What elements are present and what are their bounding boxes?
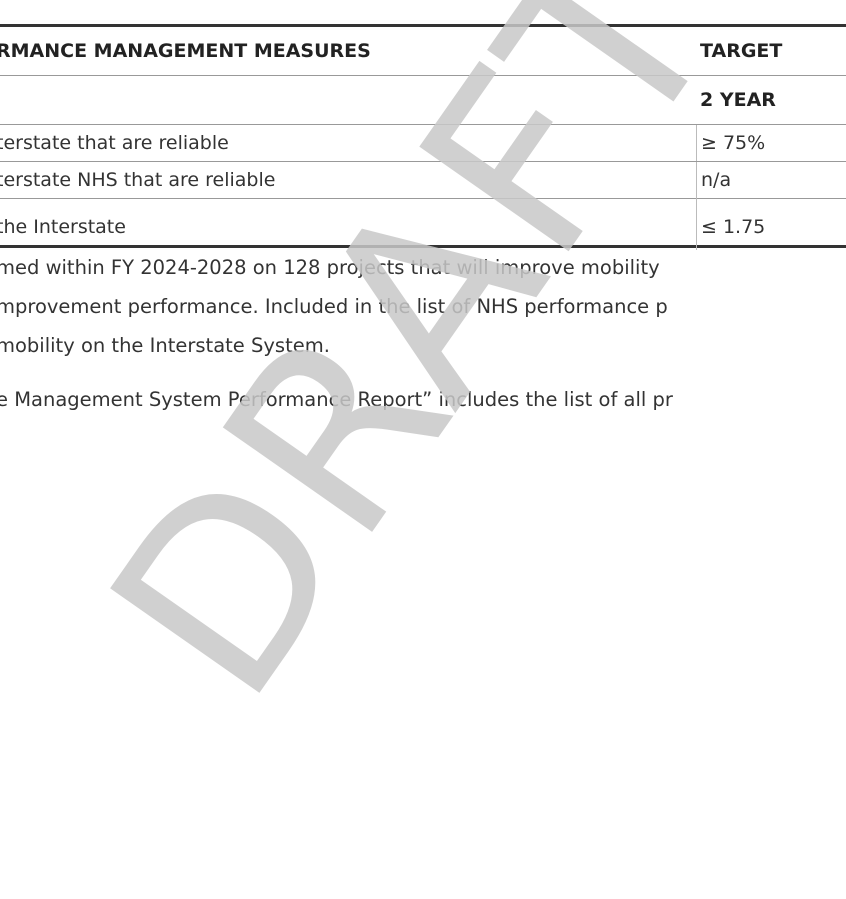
target-cell: n/a (696, 162, 846, 198)
header-cell: RMANCE MANAGEMENT MEASURES (0, 40, 371, 62)
text-line: mobility on the Interstate System. (0, 334, 330, 357)
paragraph: med within FY 2024-2028 on 128 projects … (0, 248, 846, 365)
measure-cell: terstate that are reliable (0, 132, 229, 154)
paragraph: e Management System Performance Report” … (0, 380, 846, 419)
measure-cell: the Interstate (0, 216, 126, 238)
header-cell: TARGET (700, 40, 783, 62)
text-line: e Management System Performance Report” … (0, 388, 673, 411)
table-row: terstate NHS that are reliable n/a (0, 162, 846, 199)
subheader-row: 2 YEAR (0, 76, 846, 125)
header-row: RMANCE MANAGEMENT MEASURES TARGET (0, 27, 846, 76)
text-line: mprovement performance. Included in the … (0, 295, 668, 318)
measures-table: RMANCE MANAGEMENT MEASURES TARGET 2 YEAR… (0, 24, 846, 250)
target-cell: ≤ 1.75 (696, 194, 846, 250)
text-line: med within FY 2024-2028 on 128 projects … (0, 256, 660, 279)
table-row: the Interstate ≤ 1.75 (0, 194, 846, 250)
subheader-cell: 2 YEAR (700, 89, 776, 111)
target-cell: ≥ 75% (696, 125, 846, 161)
measure-cell: terstate NHS that are reliable (0, 169, 276, 191)
table-row: terstate that are reliable ≥ 75% (0, 125, 846, 162)
